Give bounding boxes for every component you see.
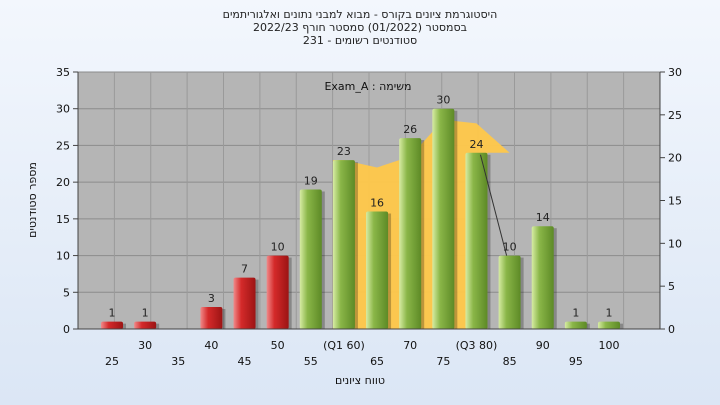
- data-label: 30: [436, 94, 450, 107]
- connector-line: [479, 154, 508, 256]
- bar-75: [432, 108, 455, 329]
- data-label: 7: [241, 263, 248, 276]
- x-tick-label: 40: [204, 339, 218, 352]
- y-tick-label: 0: [63, 323, 70, 336]
- data-label: 1: [572, 307, 579, 320]
- y2-tick-label: 15: [668, 195, 682, 208]
- x-tick-label: 90: [536, 339, 550, 352]
- task-annotation: משימה : Exam_A: [324, 80, 411, 93]
- y-tick-label: 20: [56, 176, 70, 189]
- y2-tick-label: 0: [668, 323, 675, 336]
- y-tick-label: 15: [56, 213, 70, 226]
- bar-70: [399, 138, 422, 329]
- x-tick-label: 85: [503, 355, 517, 368]
- data-label: 1: [109, 307, 116, 320]
- chart-titles: היסטוגרמת ציונים בקורס - מבוא למבני נתונ…: [0, 8, 720, 47]
- data-label: 10: [271, 241, 285, 254]
- data-label: 24: [469, 138, 483, 151]
- y2-tick-label: 10: [668, 237, 682, 250]
- data-label: 14: [536, 211, 550, 224]
- bar-Q380: [465, 152, 488, 329]
- x-tick-label: 50: [271, 339, 285, 352]
- x-tick-label: 75: [436, 355, 450, 368]
- bar-85: [498, 255, 521, 329]
- chart-title: היסטוגרמת ציונים בקורס - מבוא למבני נתונ…: [222, 8, 498, 21]
- data-label: 26: [403, 123, 417, 136]
- x-tick-label: 45: [238, 355, 252, 368]
- y-axis-title: מספר סטודנטים: [26, 162, 39, 238]
- data-label: 23: [337, 145, 351, 158]
- x-tick-label: 70: [403, 339, 417, 352]
- bar-100: [598, 321, 620, 329]
- y2-tick-label: 25: [668, 109, 682, 122]
- x-tick-label: 35: [171, 355, 185, 368]
- x-tick-label: 30: [138, 339, 152, 352]
- y-tick-label: 35: [56, 66, 70, 79]
- data-label: 19: [304, 174, 318, 187]
- y2-tick-label: 5: [668, 280, 675, 293]
- bar-25: [101, 321, 123, 329]
- x-axis-title: טווח ציונים: [335, 374, 385, 387]
- data-label: 16: [370, 197, 384, 210]
- y-tick-label: 5: [63, 286, 70, 299]
- chart-subtitle-students: סטודנטים רשומים - 231: [302, 34, 418, 47]
- y-tick-label: 10: [56, 250, 70, 263]
- y-tick-label: 30: [56, 103, 70, 116]
- data-label: 10: [503, 241, 517, 254]
- bar-65: [366, 211, 389, 329]
- bar-40: [200, 306, 223, 329]
- data-label: 3: [208, 292, 215, 305]
- data-label: 1: [606, 307, 613, 320]
- y-tick-label: 25: [56, 139, 70, 152]
- x-tick-label: 55: [304, 355, 318, 368]
- chart-subtitle-semester: בסמסטר (01/2022) סמסטר חורף 2022/23: [253, 21, 467, 34]
- x-tick-label: 100: [599, 339, 620, 352]
- y2-tick-label: 30: [668, 66, 682, 79]
- bar-90: [531, 226, 554, 329]
- x-tick-label: (Q1 60): [323, 339, 365, 352]
- x-tick-label: (Q3 80): [456, 339, 498, 352]
- bar-95: [564, 321, 587, 329]
- x-tick-label: 95: [569, 355, 583, 368]
- bar-30: [134, 321, 157, 329]
- data-label: 1: [142, 307, 149, 320]
- bar-55: [299, 189, 322, 329]
- bar-50: [266, 255, 289, 329]
- x-tick-label: 25: [105, 355, 119, 368]
- x-tick-label: 65: [370, 355, 384, 368]
- bar-45: [233, 277, 256, 329]
- y2-tick-label: 20: [668, 152, 682, 165]
- bar-Q160: [332, 160, 355, 329]
